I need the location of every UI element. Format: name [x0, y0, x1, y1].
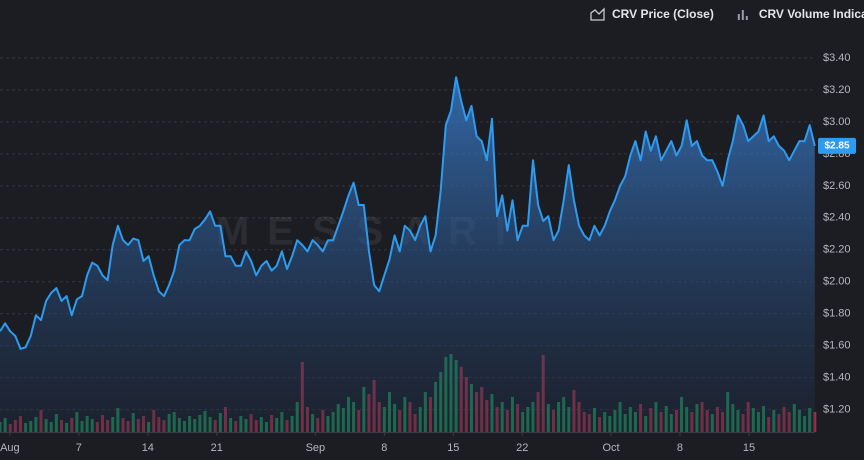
x-tick-label: 7	[76, 442, 82, 454]
legend-label: CRV Price (Close)	[612, 7, 714, 21]
x-tick-label: 15	[447, 442, 459, 454]
y-tick-label: $2.40	[823, 212, 851, 224]
y-tick-label: $1.80	[823, 308, 851, 320]
y-tick-label: $2.00	[823, 276, 851, 288]
y-tick-label: $3.00	[823, 116, 851, 128]
y-tick-label: $2.20	[823, 244, 851, 256]
y-tick-label: $2.60	[823, 180, 851, 192]
x-tick-label: 14	[142, 442, 154, 454]
x-tick-label: Oct	[602, 442, 619, 454]
y-tick-label: $1.40	[823, 372, 851, 384]
legend-item: CRV Volume Indicator	[737, 7, 864, 21]
x-tick-label: Sep	[306, 442, 326, 454]
legend-label: CRV Volume Indicator	[759, 7, 864, 21]
current-price-label: $2.85	[824, 141, 849, 152]
legend-icon	[745, 16, 748, 20]
price-line	[0, 76, 816, 350]
y-tick-label: $3.20	[823, 84, 851, 96]
volume-bar	[813, 412, 817, 432]
y-tick-label: $1.20	[823, 404, 851, 416]
legend-item: CRV Price (Close)	[590, 7, 714, 21]
x-tick-label: Aug	[0, 442, 20, 454]
legend-icon	[741, 10, 744, 20]
legend-icon	[737, 14, 740, 20]
x-tick-label: 21	[211, 442, 223, 454]
current-price-box	[818, 137, 856, 154]
x-tick-label: 8	[677, 442, 683, 454]
x-tick-label: 8	[381, 442, 387, 454]
y-tick-label: $3.40	[823, 52, 851, 64]
x-tick-label: 15	[743, 442, 755, 454]
legend-icon	[590, 7, 605, 21]
price-area	[0, 77, 815, 432]
y-tick-label: $1.60	[823, 340, 851, 352]
x-tick-label: 22	[516, 442, 528, 454]
